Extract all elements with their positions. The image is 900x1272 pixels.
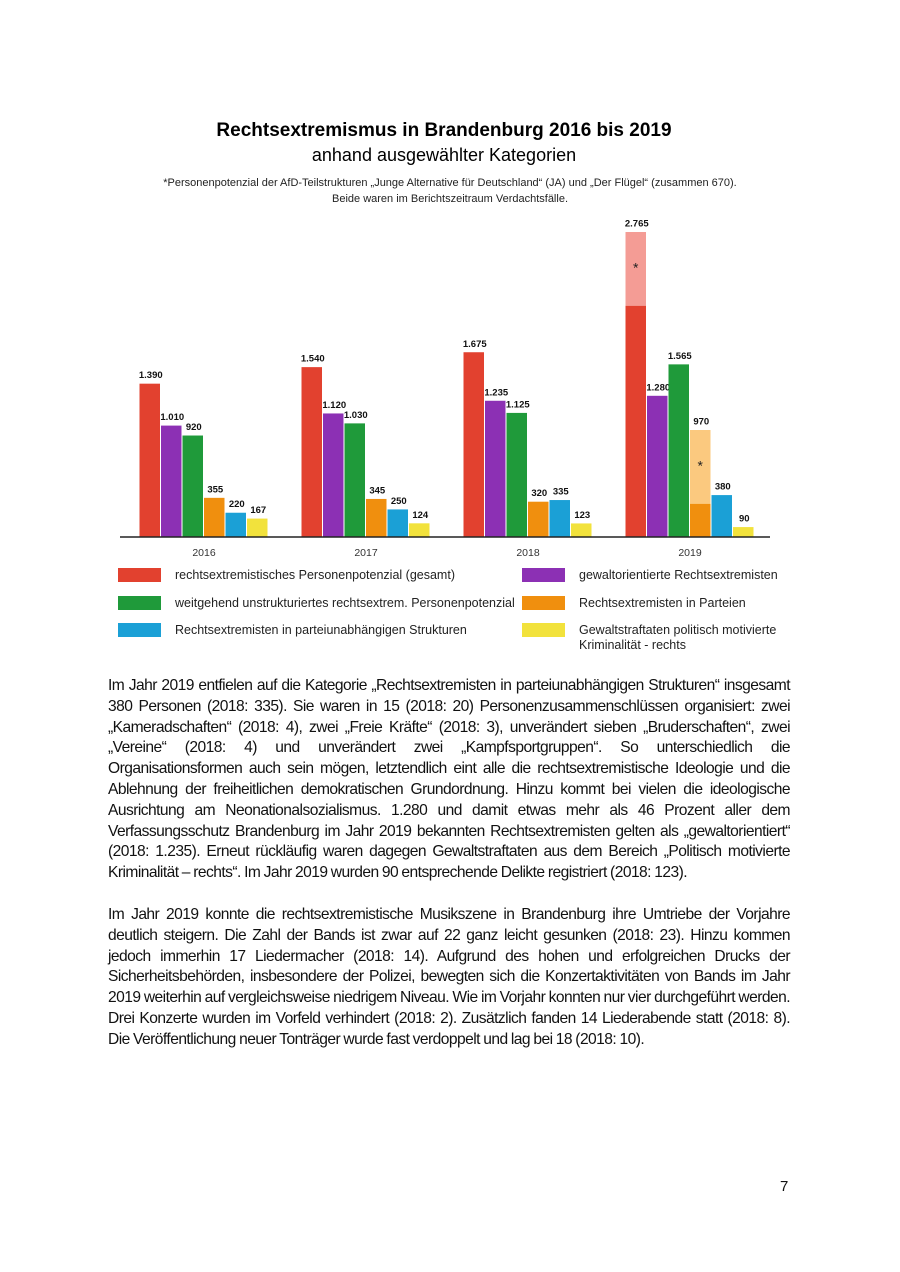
value-label: 250 xyxy=(391,496,407,507)
bar xyxy=(668,364,689,537)
bar xyxy=(409,523,430,537)
paragraph: Im Jahr 2019 konnte die rechtsextremisti… xyxy=(108,906,791,1048)
legend-swatch xyxy=(118,623,161,637)
legend-item: gewaltorientierte Rechtsextremisten xyxy=(522,568,784,583)
value-label: 2.765 xyxy=(625,219,649,230)
x-tick-label: 2018 xyxy=(516,547,540,559)
value-label: 90 xyxy=(739,514,750,525)
bar xyxy=(506,412,527,537)
bar xyxy=(225,512,246,537)
bar xyxy=(204,497,225,537)
legend-swatch xyxy=(118,596,161,610)
x-tick-label: 2016 xyxy=(192,547,216,559)
bar xyxy=(344,423,365,537)
value-label: 335 xyxy=(553,487,570,498)
bar xyxy=(625,232,646,537)
legend-label: weitgehend unstrukturiertes rechtsextrem… xyxy=(175,596,515,610)
bar xyxy=(549,500,570,537)
bar xyxy=(301,367,322,537)
chart: Rechtsextremismus in Brandenburg 2016 bi… xyxy=(120,120,770,559)
legend-item: weitgehend unstrukturiertes rechtsextrem… xyxy=(118,596,525,611)
value-label: 1.565 xyxy=(668,351,692,362)
bar xyxy=(387,509,408,537)
legend-label: Rechtsextremisten in Parteien xyxy=(579,596,746,610)
value-label: 167 xyxy=(250,505,266,516)
legend-swatch xyxy=(522,568,565,582)
value-label: 124 xyxy=(412,510,429,521)
value-label: 920 xyxy=(186,422,202,433)
bar xyxy=(571,523,592,537)
chart-subtitle: anhand ausgewählter Kategorien xyxy=(312,145,576,165)
x-tick-label: 2019 xyxy=(678,547,702,559)
bar xyxy=(161,425,182,537)
legend-item: rechtsextremistisches Personenpotenzial … xyxy=(118,568,525,583)
paragraph: Im Jahr 2019 entfielen auf die Kategorie… xyxy=(108,677,791,882)
value-label: 345 xyxy=(369,485,386,496)
legend-swatch xyxy=(522,596,565,610)
chart-title: Rechtsextremismus in Brandenburg 2016 bi… xyxy=(216,120,671,141)
value-label: 123 xyxy=(574,510,590,521)
legend-swatch xyxy=(522,623,565,637)
value-label: 380 xyxy=(715,482,731,493)
bar xyxy=(485,400,506,537)
bar xyxy=(528,501,549,537)
x-tick-label: 2017 xyxy=(354,547,378,559)
value-label: 355 xyxy=(207,484,224,495)
value-label: 1.235 xyxy=(484,387,508,398)
value-label: 1.120 xyxy=(322,400,346,411)
bar xyxy=(366,498,387,537)
legend-label: Gewaltstraftaten politisch motivierte Kr… xyxy=(579,623,777,652)
bar xyxy=(463,352,484,537)
value-label: 970 xyxy=(693,417,709,428)
page-number: 7 xyxy=(780,1178,789,1195)
highlight-segment xyxy=(690,430,711,504)
value-label: 1.010 xyxy=(160,412,184,423)
value-label: 320 xyxy=(531,488,547,499)
value-label: 1.540 xyxy=(301,354,325,365)
legend-label: Rechtsextremisten in parteiunabhängigen … xyxy=(175,623,467,637)
legend-label: gewaltorientierte Rechtsextremisten xyxy=(579,568,778,582)
bar xyxy=(247,518,268,537)
legend-label: rechtsextremistisches Personenpotenzial … xyxy=(175,568,455,582)
value-label: 1.030 xyxy=(344,410,368,421)
legend-item: Gewaltstraftaten politisch motivierte Kr… xyxy=(522,623,784,653)
legend-item: Rechtsextremisten in Parteien xyxy=(522,596,784,611)
highlight-marker: * xyxy=(698,458,704,474)
legend-swatch xyxy=(118,568,161,582)
chart-note: *Personenpotenzial der AfD-Teilstrukture… xyxy=(163,177,737,205)
highlight-marker: * xyxy=(633,260,639,276)
bar xyxy=(139,383,160,537)
bar xyxy=(323,413,344,537)
bar xyxy=(647,395,668,537)
value-label: 1.675 xyxy=(463,339,487,350)
highlight-segment xyxy=(625,232,646,306)
bar xyxy=(733,527,754,537)
value-label: 1.280 xyxy=(646,382,670,393)
bar xyxy=(182,435,203,537)
bar xyxy=(711,495,732,537)
value-label: 1.390 xyxy=(139,370,163,381)
value-label: 220 xyxy=(229,499,245,510)
legend-item: Rechtsextremisten in parteiunabhängigen … xyxy=(118,623,525,638)
value-label: 1.125 xyxy=(506,399,530,410)
